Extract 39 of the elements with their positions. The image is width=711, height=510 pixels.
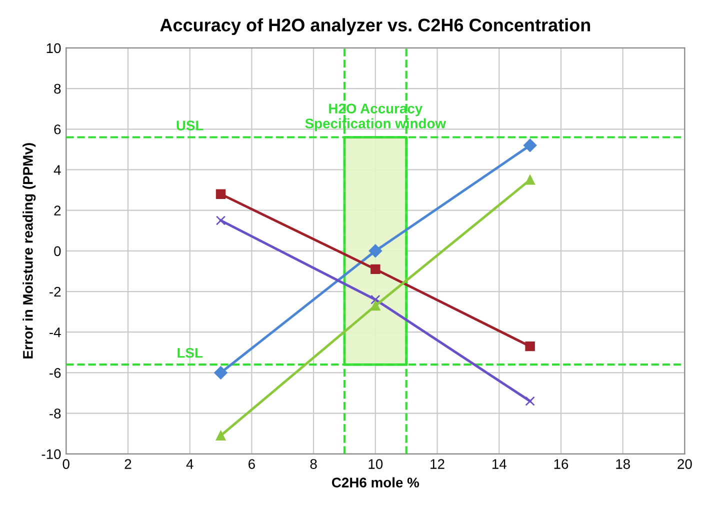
y-tick-label: 4 bbox=[54, 165, 61, 175]
point bbox=[216, 430, 226, 440]
point bbox=[216, 189, 226, 199]
y-tick-label: -4 bbox=[50, 328, 61, 338]
point bbox=[525, 175, 535, 185]
x-tick-label: 2 bbox=[124, 459, 132, 469]
x-tick-label: 14 bbox=[492, 459, 506, 469]
x-tick-label: 4 bbox=[186, 459, 194, 469]
x-tick-label: 20 bbox=[678, 459, 692, 469]
y-tick-label: -8 bbox=[50, 408, 61, 418]
point bbox=[525, 341, 535, 352]
point bbox=[368, 244, 382, 258]
x-tick-label: 10 bbox=[368, 459, 383, 469]
x-tick-label: 16 bbox=[554, 459, 568, 469]
y-tick-label: 6 bbox=[54, 124, 61, 134]
ref-line-label: LSL bbox=[178, 348, 203, 358]
point bbox=[370, 300, 380, 311]
x-tick-label: 0 bbox=[62, 459, 70, 469]
x-tick-label: 18 bbox=[616, 459, 630, 469]
point bbox=[214, 366, 228, 380]
y-tick-label: 0 bbox=[54, 246, 61, 256]
y-tick-label: 10 bbox=[46, 43, 61, 54]
chart-title: Accuracy of H2O analyzer vs. C2H6 Concentration bbox=[160, 18, 590, 36]
point bbox=[370, 294, 380, 304]
y-tick-label: -10 bbox=[42, 449, 61, 460]
x-axis-title: C2H6 mole % bbox=[332, 477, 420, 488]
y-tick-label: 2 bbox=[54, 206, 61, 216]
y-tick-label: -2 bbox=[50, 286, 61, 297]
y-tick-label: -6 bbox=[50, 368, 61, 378]
point bbox=[216, 216, 226, 226]
x-tick-label: 6 bbox=[248, 459, 255, 469]
x-tick-label: 12 bbox=[430, 459, 444, 469]
point bbox=[525, 396, 535, 406]
x-tick-label: 8 bbox=[310, 459, 317, 469]
point bbox=[370, 264, 380, 274]
y-axis-title: Error in Moisture reading (PPMv) bbox=[22, 143, 36, 358]
y-tick-label: 8 bbox=[54, 84, 61, 94]
point bbox=[523, 138, 537, 152]
ref-line-label: USL bbox=[176, 120, 204, 130]
